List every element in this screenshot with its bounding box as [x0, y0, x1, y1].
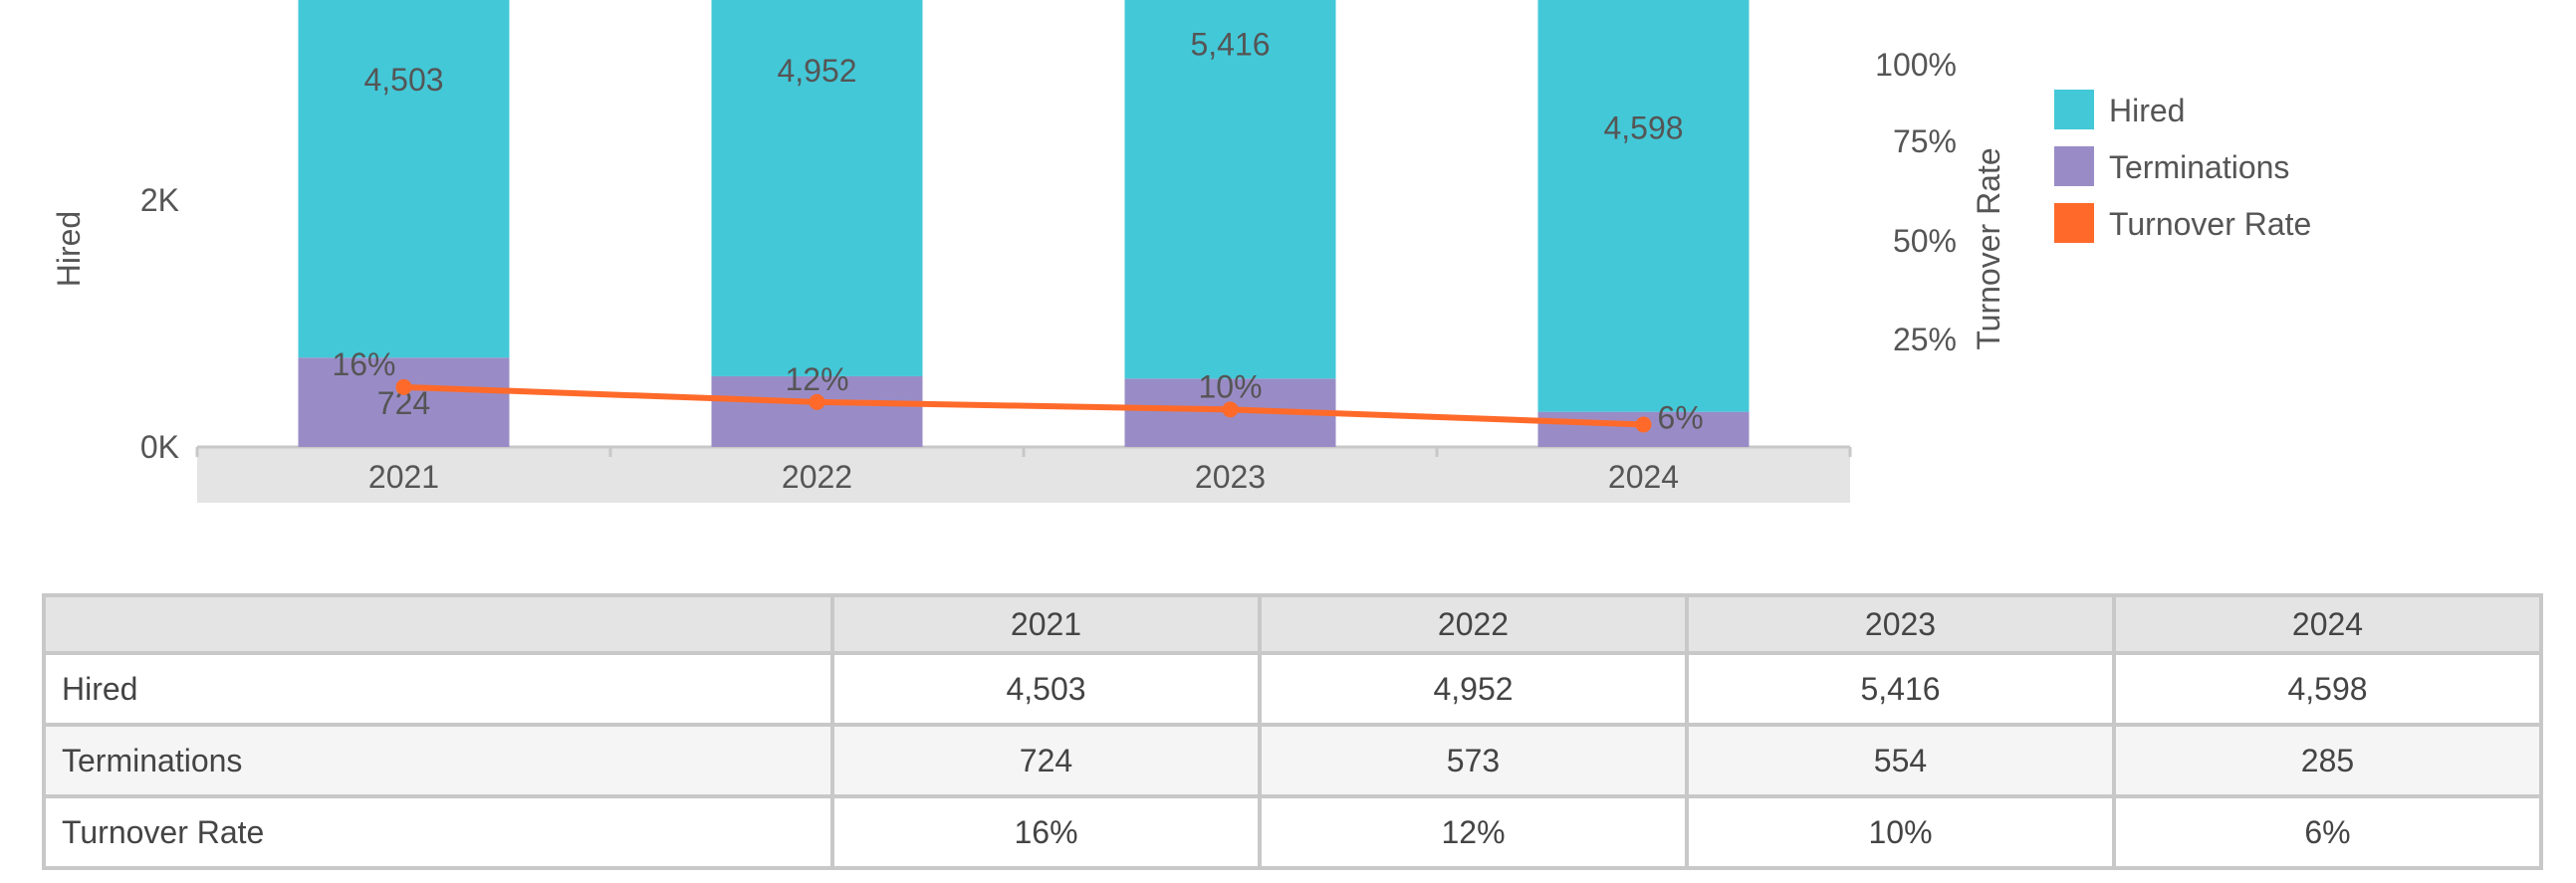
turnover-rate-point [1635, 416, 1652, 433]
table-cell: 6% [2112, 794, 2543, 870]
table-row: Hired 4,503 4,952 5,416 4,598 [42, 651, 2543, 727]
table-cell: 573 [1258, 723, 1689, 798]
table-header-cell: 2022 [1258, 593, 1689, 655]
legend-swatch [2054, 90, 2094, 129]
table-row-label: Terminations [42, 723, 834, 798]
turnover-rate-label: 10% [1198, 368, 1262, 404]
hired-bar-label: 4,503 [363, 62, 443, 98]
y-left-tick-label: 0K [140, 429, 179, 465]
data-table: 2021 2022 2023 2024 Hired 4,503 4,952 5,… [42, 593, 2543, 870]
hired-bar-label: 4,952 [777, 53, 856, 89]
hired-bar-label: 4,598 [1603, 110, 1683, 146]
y-right-tick-label: 75% [1893, 123, 1957, 159]
hired-bar [1537, 0, 1750, 412]
y-right-tick-label: 25% [1893, 322, 1957, 357]
x-tick-label: 2024 [1608, 459, 1679, 495]
table-corner-cell [42, 593, 834, 655]
table-header-row: 2021 2022 2023 2024 [42, 593, 2543, 655]
legend-swatch [2054, 146, 2094, 186]
hired-bar [711, 0, 923, 376]
chart-area: 4,503 724 2021 4,952 2022 5,416 2023 4,598 2024 1… [51, 0, 2311, 503]
turnover-rate-label: 6% [1658, 399, 1704, 435]
hired-bar [1124, 0, 1336, 379]
table-cell: 10% [1685, 794, 2116, 870]
combo-chart: 4,50372420214,95220225,41620234,59820241… [51, 0, 2311, 503]
legend-label: Hired [2109, 93, 2185, 128]
turnover-rate-line [403, 383, 1644, 428]
table-cell: 4,503 [830, 651, 1262, 727]
terminations-bar [298, 357, 510, 447]
x-tick-label: 2021 [368, 459, 439, 495]
table-row: Turnover Rate 16% 12% 10% 6% [42, 794, 2543, 870]
hired-bar [298, 0, 510, 358]
y-right-tick-label: 100% [1875, 47, 1957, 83]
turnover-rate-point [1222, 401, 1239, 418]
legend-swatch [2054, 203, 2094, 243]
table-header-cell: 2023 [1685, 593, 2116, 655]
y-right-tick-label: 50% [1893, 223, 1957, 259]
table-cell: 12% [1258, 794, 1689, 870]
table-row-label: Turnover Rate [42, 794, 834, 870]
y-right-axis-title: Turnover Rate [1971, 147, 2006, 349]
legend-label: Turnover Rate [2109, 206, 2311, 242]
table-cell: 5,416 [1685, 651, 2116, 727]
turnover-rate-label: 12% [785, 361, 848, 397]
hired-bar-label: 5,416 [1190, 27, 1270, 63]
turnover-rate-point [395, 378, 412, 395]
x-tick-label: 2022 [782, 459, 852, 495]
table-cell: 4,952 [1258, 651, 1689, 727]
table-cell: 285 [2112, 723, 2543, 798]
table-cell: 554 [1685, 723, 2116, 798]
table-row: Terminations 724 573 554 285 [42, 723, 2543, 798]
terminations-bar [711, 375, 923, 447]
table-header-cell: 2024 [2112, 593, 2543, 655]
turnover-rate-label: 16% [332, 346, 395, 382]
legend-label: Terminations [2109, 149, 2289, 185]
turnover-rate-point [809, 393, 825, 410]
table-cell: 4,598 [2112, 651, 2543, 727]
table-cell: 724 [830, 723, 1262, 798]
table-header-cell: 2021 [830, 593, 1262, 655]
table-cell: 16% [830, 794, 1262, 870]
x-tick-label: 2023 [1195, 459, 1266, 495]
y-left-axis-title: Hired [51, 211, 87, 287]
table-row-label: Hired [42, 651, 834, 727]
y-left-tick-label: 2K [140, 182, 179, 218]
